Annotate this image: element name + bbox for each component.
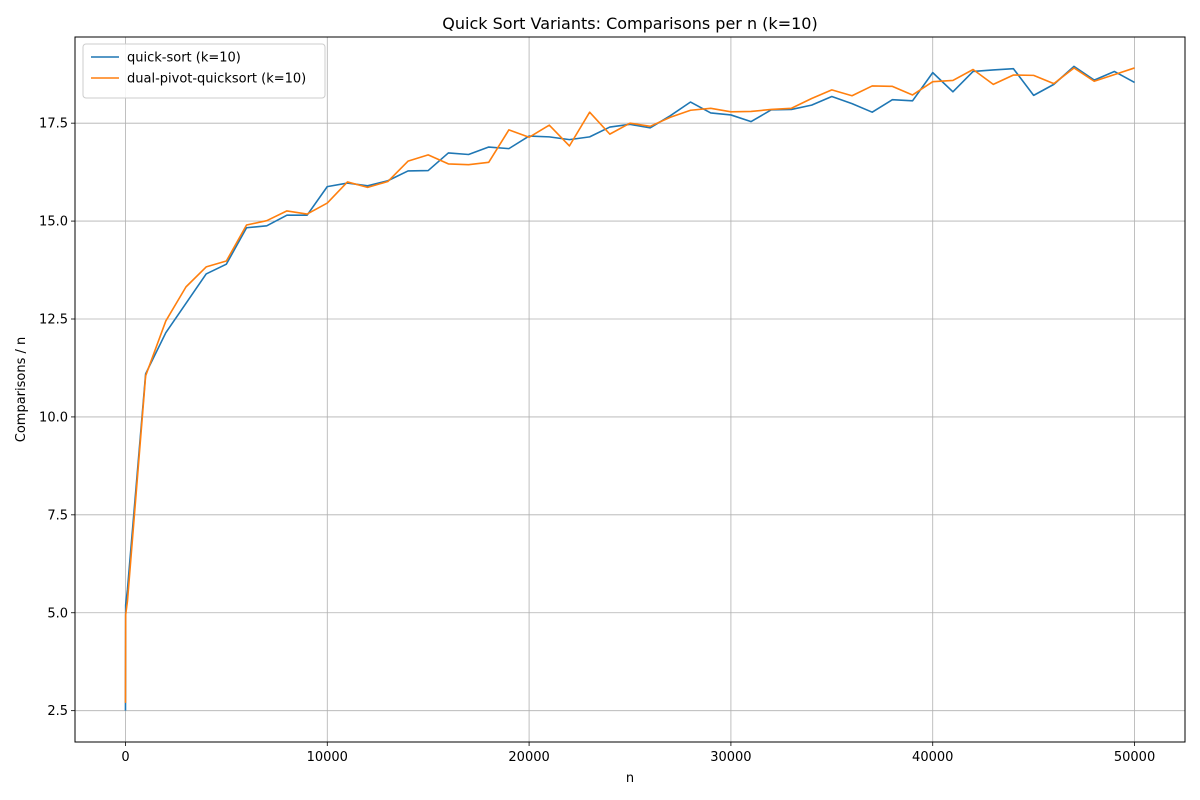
y-tick-label: 5.0: [47, 606, 68, 621]
x-tick-label: 30000: [710, 750, 751, 765]
series-line-2: [124, 67, 1135, 703]
y-tick-label: 17.5: [39, 117, 68, 132]
legend: quick-sort (k=10) dual-pivot-quicksort (k…: [82, 43, 326, 99]
series-line-1: [124, 65, 1135, 711]
plot-area-frame: [74, 36, 1186, 743]
y-tick-label: 12.5: [39, 313, 68, 328]
legend-entry-1: quick-sort (k=10): [127, 51, 241, 66]
y-axis-label: Comparisons / n: [14, 337, 29, 443]
x-axis-label: n: [626, 771, 634, 786]
chart-title: Quick Sort Variants: Comparisons per n (…: [442, 14, 817, 33]
y-tick-label: 15.0: [39, 215, 68, 230]
x-tick-label: 20000: [508, 750, 549, 765]
series-lines: [124, 65, 1135, 711]
axis-ticks: 0 10000 20000 30000 40000 50000 2.5 5.0 7.5 10.0 1…: [39, 117, 1155, 765]
x-tick-label: 50000: [1114, 750, 1155, 765]
y-tick-label: 7.5: [47, 508, 68, 523]
y-tick-label: 2.5: [47, 704, 68, 719]
legend-box: [82, 43, 326, 99]
x-tick-label: 40000: [912, 750, 953, 765]
x-tick-label: 10000: [307, 750, 348, 765]
legend-entry-2: dual-pivot-quicksort (k=10): [127, 72, 306, 87]
y-tick-label: 10.0: [39, 410, 68, 425]
x-tick-label: 0: [121, 750, 129, 765]
